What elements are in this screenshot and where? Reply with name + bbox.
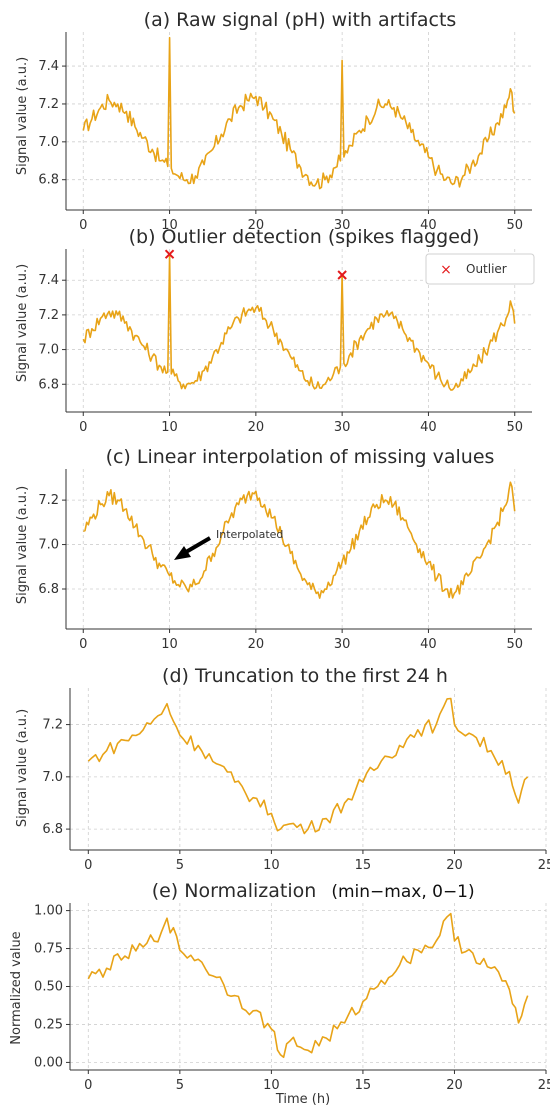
x-tick-label: 15: [355, 858, 372, 873]
panel-d-y-axis-label: Signal value (a.u.): [15, 709, 30, 827]
y-tick-label: 7.2: [42, 718, 63, 733]
x-tick-label: 20: [446, 1078, 463, 1093]
y-tick-label: 7.4: [38, 59, 59, 74]
panel-b: (b) Outlier detection (spikes flagged) S…: [15, 226, 535, 435]
panel-e-subtitle: (min−max, 0−1): [331, 882, 474, 902]
x-tick-label: 50: [506, 218, 523, 233]
outlier-point: [337, 270, 347, 280]
panel-b-title: (b) Outlier detection (spikes flagged): [129, 226, 480, 248]
outlier-marker-icon: ×: [440, 262, 452, 278]
panel-a-y-axis-label: Signal value (a.u.): [15, 57, 30, 175]
y-tick-label: 7.4: [38, 273, 59, 288]
annotation-label: Interpolated: [216, 528, 283, 541]
panel-e-plot-area: 0 5 10 15 20 25 0.00 0.25 0.50 0.75 1.00: [34, 903, 550, 1093]
y-tick-label: 0.00: [34, 1055, 63, 1070]
x-tick-label: 50: [506, 637, 523, 652]
y-tick-label: 7.2: [38, 493, 59, 508]
outlier-marker: [164, 249, 175, 259]
outlier-marker: [337, 270, 347, 280]
y-tick-label: 7.0: [42, 770, 63, 785]
x-tick-label: 30: [334, 218, 351, 233]
panel-a-plot-area: 0 10 20 30 40 50 6.8 7.0 7.2 7.4: [38, 32, 532, 233]
interpolation-annotation: Interpolated: [174, 528, 283, 560]
y-tick-label: 7.0: [38, 343, 59, 358]
y-tick-label: 0.75: [34, 942, 63, 957]
panel-d-title: (d) Truncation to the first 24 h: [162, 665, 448, 687]
y-tick-label: 6.8: [38, 582, 59, 597]
y-tick-label: 6.8: [38, 377, 59, 392]
x-tick-label: 25: [538, 1078, 550, 1093]
panel-d: (d) Truncation to the first 24 h Signal …: [15, 665, 550, 873]
x-tick-label: 10: [161, 420, 178, 435]
panel-c: (c) Linear interpolation of missing valu…: [15, 446, 532, 652]
series-line: [83, 481, 516, 599]
x-tick-label: 5: [176, 858, 184, 873]
x-tick-label: 50: [506, 420, 523, 435]
annotation-arrow-icon: [174, 546, 191, 560]
x-tick-label: 0: [79, 420, 87, 435]
y-tick-label: 0.50: [34, 980, 63, 995]
y-tick-label: 6.8: [42, 822, 63, 837]
y-tick-label: 6.8: [38, 173, 59, 188]
x-tick-label: 15: [355, 1078, 372, 1093]
panel-a: (a) Raw signal (pH) with artifacts Signa…: [15, 9, 532, 233]
x-tick-label: 30: [334, 637, 351, 652]
series-line: [82, 36, 516, 190]
legend: × Outlier: [425, 253, 535, 285]
x-tick-label: 0: [79, 637, 87, 652]
x-tick-label: 40: [420, 218, 437, 233]
legend-label-outlier: Outlier: [466, 262, 507, 276]
x-tick-label: 20: [248, 218, 265, 233]
x-tick-label: 10: [263, 858, 280, 873]
y-tick-label: 7.0: [38, 538, 59, 553]
x-tick-label: 20: [248, 420, 265, 435]
x-tick-label: 10: [263, 1078, 280, 1093]
panel-c-y-axis-label: Signal value (a.u.): [15, 486, 30, 604]
panel-e-x-axis-label: Time (h): [275, 1092, 330, 1107]
y-tick-label: 7.0: [38, 135, 59, 150]
panel-e-y-axis-label: Normalized value: [9, 931, 24, 1044]
x-tick-label: 20: [248, 637, 265, 652]
panel-a-title: (a) Raw signal (pH) with artifacts: [144, 9, 457, 31]
x-tick-label: 10: [161, 218, 178, 233]
y-tick-label: 7.2: [38, 97, 59, 112]
y-tick-label: 1.00: [34, 904, 63, 919]
x-tick-label: 0: [79, 218, 87, 233]
panel-e: (e) Normalization (min−max, 0−1) Normali…: [9, 880, 550, 1107]
outlier-point: [164, 249, 175, 259]
series-line: [87, 912, 529, 1059]
x-tick-label: 5: [176, 1078, 184, 1093]
panel-c-title: (c) Linear interpolation of missing valu…: [106, 446, 495, 468]
x-tick-label: 0: [84, 1078, 92, 1093]
y-tick-label: 0.25: [34, 1017, 63, 1032]
y-tick-label: 7.2: [38, 308, 59, 323]
panel-c-plot-area: 0 10 20 30 40 50 6.8 7.0 7.2: [38, 469, 532, 652]
x-tick-label: 10: [161, 637, 178, 652]
series-line: [82, 253, 516, 391]
series-line: [87, 697, 529, 835]
panel-d-plot-area: 0 5 10 15 20 25 6.8 7.0 7.2: [42, 688, 550, 873]
x-tick-label: 40: [420, 637, 437, 652]
panel-b-y-axis-label: Signal value (a.u.): [15, 264, 30, 382]
panel-b-plot-area: 0 10 20 30 40 50 6.8 7.0 7.2 7.4: [38, 249, 532, 435]
annotation-arrow-shaft: [184, 536, 212, 554]
legend-box: [425, 253, 535, 285]
panel-e-title: (e) Normalization: [152, 880, 317, 902]
x-tick-label: 20: [446, 858, 463, 873]
x-tick-label: 30: [334, 420, 351, 435]
x-tick-label: 25: [538, 858, 550, 873]
x-tick-label: 0: [84, 858, 92, 873]
x-tick-label: 40: [420, 420, 437, 435]
